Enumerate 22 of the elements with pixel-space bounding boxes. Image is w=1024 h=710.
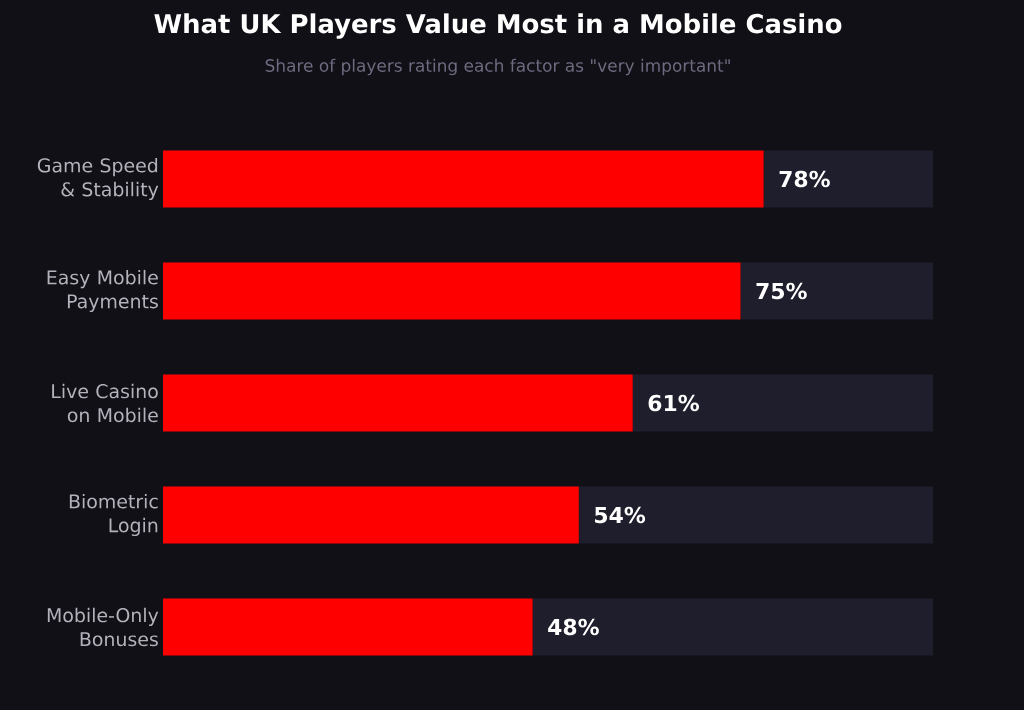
data-label: 75%	[756, 282, 807, 300]
y-tick-label: Biometric Login	[69, 493, 158, 537]
bar	[740, 262, 934, 320]
y-tick-label: Easy Mobile Payments	[47, 269, 158, 313]
bar	[163, 598, 533, 656]
bar	[163, 374, 633, 432]
bar	[763, 150, 934, 208]
bar	[163, 150, 764, 208]
data-label: 54%	[595, 506, 646, 524]
bar	[632, 374, 934, 432]
data-label: 61%	[648, 394, 699, 412]
data-label: 78%	[779, 170, 830, 188]
bar	[163, 262, 741, 320]
y-tick-label: Live Casino on Mobile	[52, 383, 158, 423]
chart-subtitle: Share of players rating each factor as "very important"	[265, 58, 730, 76]
data-label: 48%	[548, 618, 599, 636]
bar	[578, 486, 934, 544]
y-tick-label: Mobile-Only Bonuses	[47, 607, 159, 647]
chart-title: What UK Players Value Most in a Mobile Casino	[154, 13, 842, 39]
y-tick-label: Game Speed & Stability	[37, 157, 159, 201]
bar	[163, 486, 579, 544]
bar	[532, 598, 934, 656]
